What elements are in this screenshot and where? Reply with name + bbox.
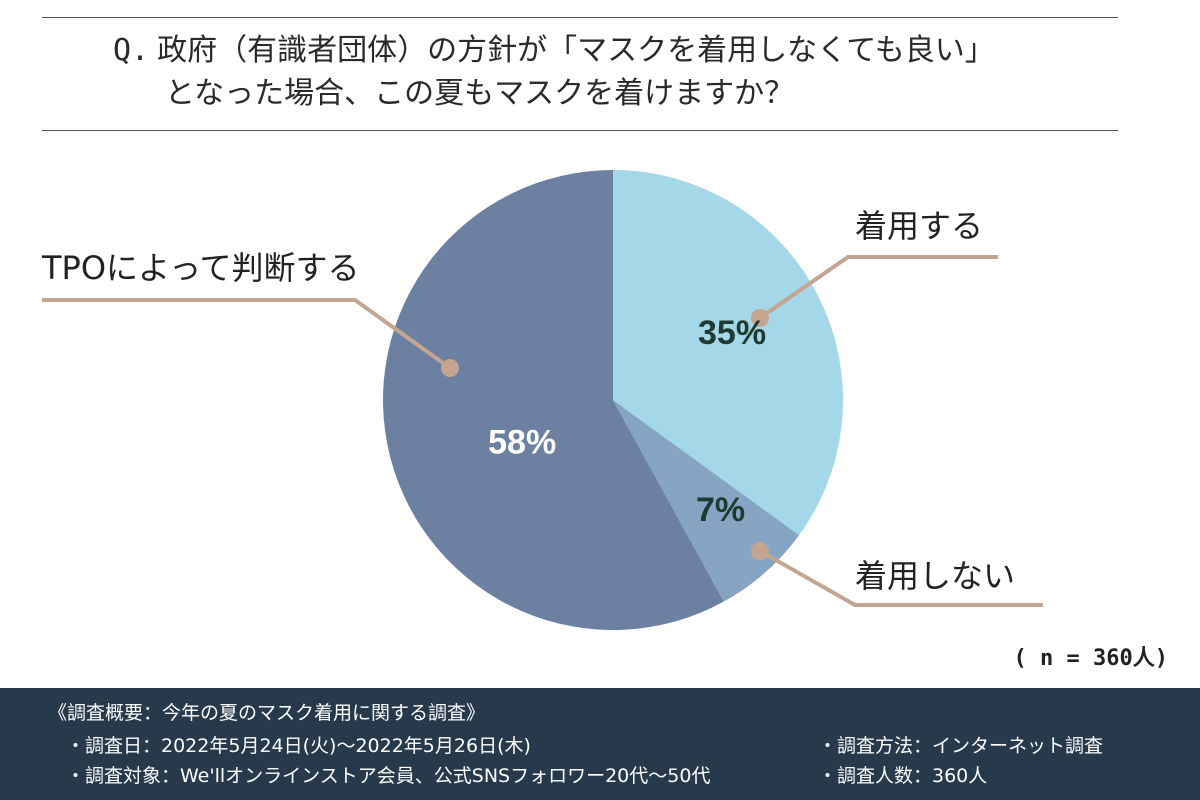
title-bottom-rule xyxy=(42,130,1118,131)
pie-chart: 35% 着用する 7% 着用しない 58% TPOによって判断する xyxy=(41,170,1043,630)
survey-footer: 《調査概要：今年の夏のマスク着用に関する調査》 ・調査日：2022年5月24日(… xyxy=(0,688,1200,800)
leader-dot-not-wear xyxy=(751,542,769,560)
leader-dot-tpo xyxy=(441,359,459,377)
leader-lines xyxy=(42,255,1043,607)
leader-line-wear xyxy=(758,255,998,320)
top-rule xyxy=(42,17,1118,18)
survey-method: ・調査方法：インターネット調査 xyxy=(818,735,1104,757)
category-label-not-wear: 着用しない xyxy=(855,557,1015,595)
pct-label-tpo: 58% xyxy=(488,424,556,462)
survey-target: ・調査対象：We'llオンラインストア会員、公式SNSフォロワー20代〜50代 xyxy=(66,765,711,787)
survey-count: ・調査人数：360人 xyxy=(818,765,988,787)
pct-label-wear: 35% xyxy=(698,314,766,352)
pct-label-not-wear: 7% xyxy=(696,491,745,529)
survey-date: ・調査日：2022年5月24日(火)〜2022年5月26日(木) xyxy=(66,735,531,757)
pie-slice-wear xyxy=(613,170,844,536)
category-label-wear: 着用する xyxy=(855,207,983,245)
leader-dot-wear xyxy=(751,309,769,327)
survey-title: 《調査概要：今年の夏のマスク着用に関する調査》 xyxy=(48,702,486,724)
question-text-1: 政府（有識者団体）の方針が「マスクを着用しなくても良い」 xyxy=(157,33,995,68)
sample-size-label: ( n = 360人) xyxy=(1013,646,1168,671)
category-label-tpo: TPOによって判断する xyxy=(41,249,359,287)
leader-line-not-wear xyxy=(759,549,1043,607)
question-line-1: Q. 政府（有識者団体）の方針が「マスクを着用しなくても良い」 xyxy=(113,31,995,71)
question-line-2: となった場合、この夏もマスクを着けますか？ xyxy=(165,76,795,111)
leader-line-tpo xyxy=(42,298,452,370)
pie-slice-tpo xyxy=(382,170,724,630)
pie-labels: 35% 着用する 7% 着用しない 58% TPOによって判断する xyxy=(41,207,1015,595)
question-prefix: Q. xyxy=(113,33,150,68)
